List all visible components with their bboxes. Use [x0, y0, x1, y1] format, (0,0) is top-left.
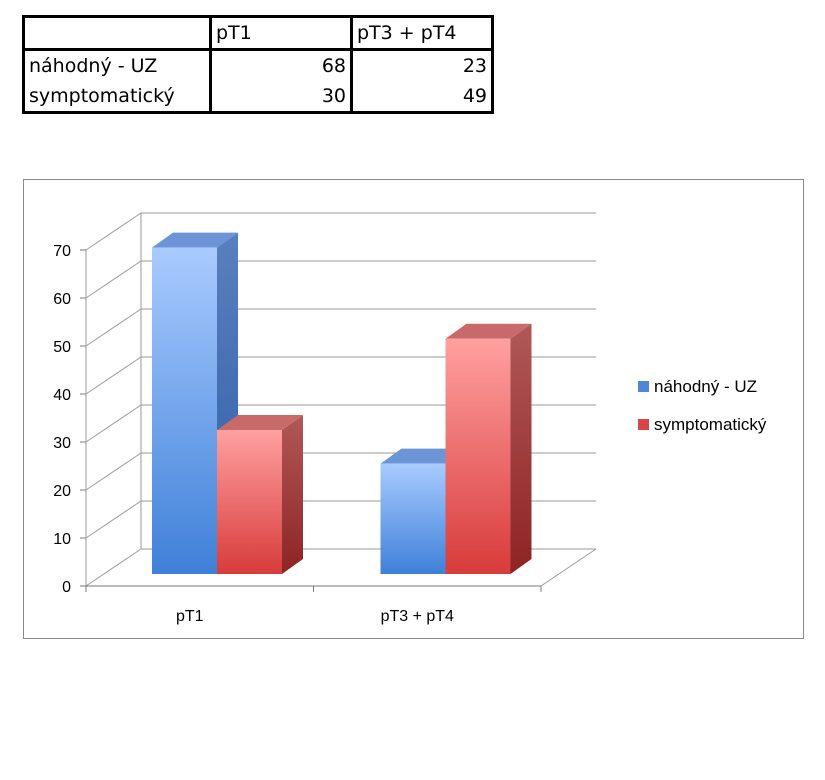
y-tick-label: 60: [53, 291, 71, 308]
y-tick-label: 0: [62, 579, 71, 596]
bar-top: [380, 448, 467, 464]
bar-top: [217, 415, 303, 430]
bar-side: [282, 415, 303, 574]
side-gridline: [85, 404, 142, 443]
y-tick-label: 20: [53, 483, 71, 500]
side-gridline: [85, 308, 142, 347]
side-gridline: [85, 500, 142, 539]
legend-swatch: [638, 419, 649, 430]
table-row: náhodný - UZ 68 23: [23, 49, 493, 81]
table-header-cell: pT3 + pT4: [351, 16, 493, 51]
y-tick-label: 40: [53, 387, 71, 404]
y-tick-label: 10: [53, 531, 71, 548]
bar-side: [510, 323, 532, 574]
table-header-row: pT1 pT3 + pT4: [23, 16, 493, 51]
table-cell: 30: [210, 81, 353, 113]
y-tick-label: 70: [53, 243, 71, 260]
table-row: symptomatický 30 49: [23, 81, 493, 113]
table-cell: 49: [462, 85, 487, 107]
legend: náhodný - UZ symptomatický: [638, 377, 767, 434]
row-label: náhodný - UZ: [23, 49, 212, 81]
bar-chart: 0 10 20 30 40 50 60 70 pT1 pT3 + pT4 náhodný - U…: [53, 212, 767, 625]
x-category-label: pT1: [176, 608, 204, 625]
chart-area: 0 10 20 30 40 50 60 70 pT1 pT3 + pT4 náhodný - U…: [23, 179, 804, 639]
legend-swatch: [638, 381, 649, 392]
side-gridline: [85, 452, 142, 491]
bar-front: [217, 430, 282, 574]
table-cell: 23: [462, 55, 487, 77]
bar-top: [445, 323, 532, 339]
side-gridline: [85, 212, 142, 251]
side-gridline: [85, 356, 142, 395]
row-label: symptomatický: [23, 81, 212, 113]
y-tick-label: 50: [53, 339, 71, 356]
bar: [445, 323, 532, 574]
table-cell: 68: [210, 49, 353, 81]
y-tick-labels: 0 10 20 30 40 50 60 70: [53, 243, 71, 596]
data-table: pT1 pT3 + pT4 náhodný - UZ 68 23 symptom…: [22, 15, 494, 114]
bar-front: [445, 338, 511, 574]
table-header-cell: pT1: [210, 16, 353, 51]
x-category-label: pT3 + pT4: [381, 608, 454, 625]
legend-label: symptomatický: [654, 415, 767, 434]
bar: [217, 415, 303, 574]
bar-top: [152, 232, 238, 248]
x-category-labels: pT1 pT3 + pT4: [176, 608, 454, 625]
side-gridline: [85, 260, 142, 299]
y-tick-label: 30: [53, 435, 71, 452]
table-header-cell: [23, 16, 212, 51]
bars: [152, 232, 532, 574]
floor-edge: [540, 548, 597, 587]
legend-label: náhodný - UZ: [654, 377, 757, 396]
bar-front: [152, 247, 217, 574]
bar-front: [380, 463, 446, 574]
axes: [80, 213, 597, 592]
side-gridline: [85, 548, 142, 587]
